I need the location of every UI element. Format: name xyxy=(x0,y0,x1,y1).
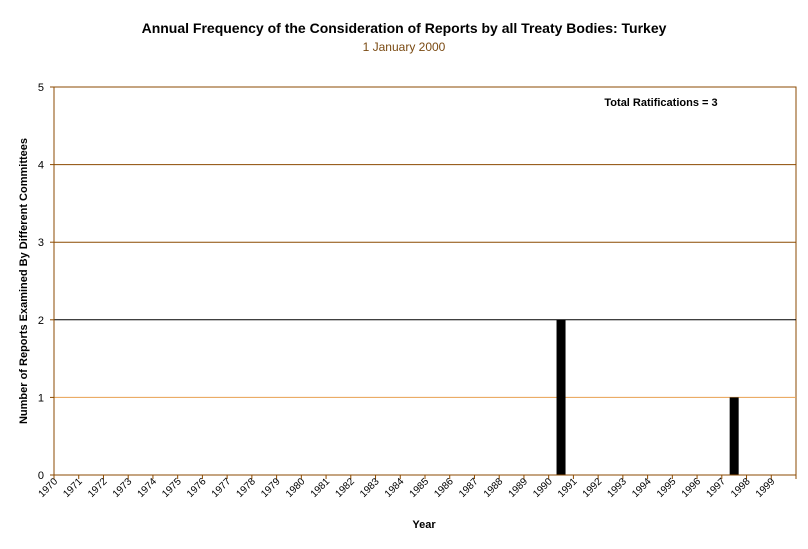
total-ratifications-annotation: Total Ratifications = 3 xyxy=(604,97,717,109)
y-axis-label: Number of Reports Examined By Different … xyxy=(18,138,30,424)
y-tick-label-3: 3 xyxy=(38,237,44,249)
y-tick-label-2: 2 xyxy=(38,315,44,327)
x-tick-label-1992: 1992 xyxy=(581,476,605,500)
x-tick-label-1979: 1979 xyxy=(259,476,283,500)
chart-title: Annual Frequency of the Consideration of… xyxy=(142,20,667,36)
x-tick-label-1972: 1972 xyxy=(86,476,110,500)
x-tick-label-1973: 1973 xyxy=(111,476,135,500)
grid-lines xyxy=(54,86,796,398)
x-tick-label-1975: 1975 xyxy=(160,476,184,500)
y-tick-label-5: 5 xyxy=(38,82,44,94)
x-tick-label-1980: 1980 xyxy=(284,476,308,500)
x-tick-label-1982: 1982 xyxy=(333,476,357,500)
x-tick-label-1991: 1991 xyxy=(556,476,580,500)
x-tick-label-1999: 1999 xyxy=(754,476,778,500)
x-tick-label-1993: 1993 xyxy=(605,476,629,500)
x-tick-label-1998: 1998 xyxy=(729,476,753,500)
x-tick-label-1995: 1995 xyxy=(655,476,679,500)
bars xyxy=(556,319,739,475)
x-axis-label: Year xyxy=(412,519,436,531)
y-tick-label-4: 4 xyxy=(38,160,44,172)
x-tick-label-1974: 1974 xyxy=(136,476,160,500)
bar-1990 xyxy=(556,319,566,475)
y-tick-labels: 0 1 2 3 4 5 xyxy=(38,82,54,482)
x-tick-label-1986: 1986 xyxy=(432,476,456,500)
x-tick-label-1978: 1978 xyxy=(234,476,258,500)
x-tick-label-1983: 1983 xyxy=(358,476,382,500)
x-tick-label-1976: 1976 xyxy=(185,476,209,500)
y-tick-label-0: 0 xyxy=(38,470,44,482)
x-tick-label-1981: 1981 xyxy=(309,476,333,500)
x-tick-label-1988: 1988 xyxy=(482,476,506,500)
x-tick-label-1985: 1985 xyxy=(408,476,432,500)
x-tick-labels: 1970 1971 1972 1973 1974 1975 1976 1977 1978 1979… xyxy=(37,475,797,500)
plot-area xyxy=(53,86,797,476)
bar-1997 xyxy=(729,397,739,475)
x-tick-label-1990: 1990 xyxy=(531,476,555,500)
plot-background xyxy=(53,86,797,476)
x-tick-label-1977: 1977 xyxy=(210,476,234,500)
x-tick-label-1971: 1971 xyxy=(61,476,85,500)
x-tick-label-1984: 1984 xyxy=(383,476,407,500)
x-tick-label-1996: 1996 xyxy=(680,476,704,500)
x-tick-label-1997: 1997 xyxy=(704,476,728,500)
chart-subtitle: 1 January 2000 xyxy=(363,40,446,54)
x-tick-label-1987: 1987 xyxy=(457,476,481,500)
x-tick-label-1989: 1989 xyxy=(507,476,531,500)
y-tick-label-1: 1 xyxy=(38,392,44,404)
x-tick-label-1994: 1994 xyxy=(630,476,654,500)
